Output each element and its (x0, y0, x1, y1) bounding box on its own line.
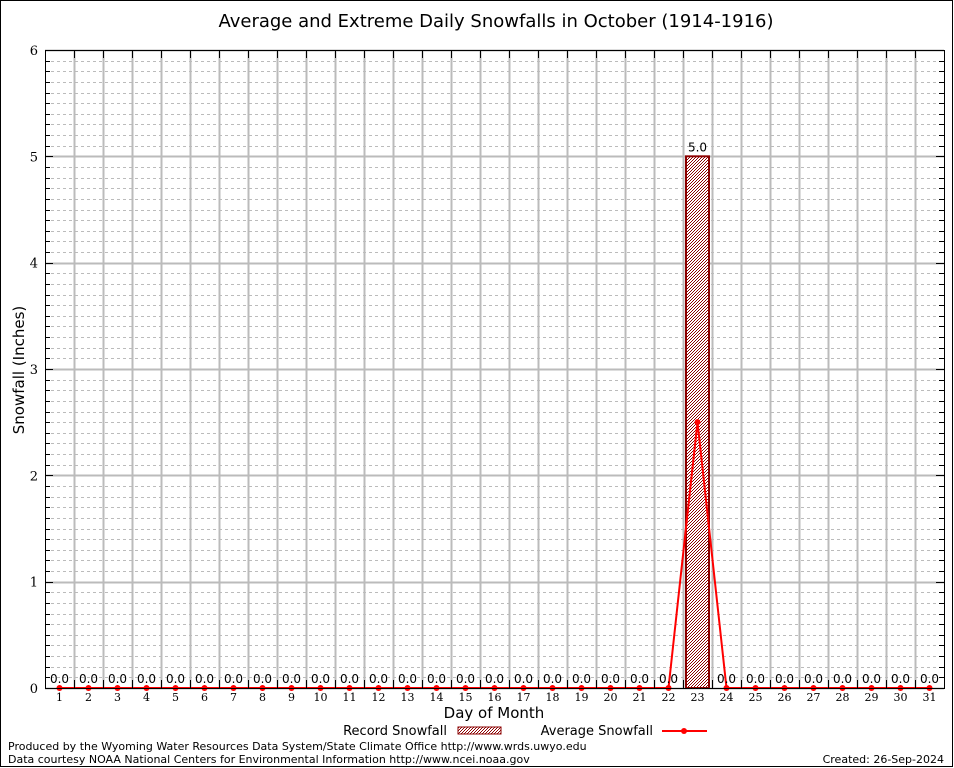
y-axis-label: Snowfall (Inches) (10, 306, 28, 434)
x-tick-label: 7 (230, 691, 237, 704)
data-label: 0.0 (920, 672, 939, 686)
data-label: 0.0 (485, 672, 504, 686)
legend-marker-average (681, 728, 687, 734)
x-tick-label: 4 (143, 691, 150, 704)
data-label: 0.0 (833, 672, 852, 686)
x-tick-label: 12 (372, 691, 386, 704)
data-label: 0.0 (514, 672, 533, 686)
x-tick-label: 19 (575, 691, 589, 704)
data-label: 0.0 (891, 672, 910, 686)
average-point (694, 419, 701, 426)
x-tick-label: 6 (201, 691, 208, 704)
x-tick-label: 1 (56, 691, 63, 704)
data-label: 0.0 (630, 672, 649, 686)
data-label: 0.0 (659, 672, 678, 686)
data-label: 0.0 (137, 672, 156, 686)
data-label: 0.0 (804, 672, 823, 686)
x-tick-label: 25 (749, 691, 763, 704)
y-tick-label: 2 (30, 469, 38, 484)
legend: Record Snowfall Average Snowfall (343, 724, 707, 739)
x-tick-label: 18 (546, 691, 560, 704)
data-label: 0.0 (601, 672, 620, 686)
data-label: 0.0 (253, 672, 272, 686)
x-tick-label: 31 (923, 691, 937, 704)
data-label: 0.0 (427, 672, 446, 686)
data-label: 0.0 (369, 672, 388, 686)
x-tick-label: 24 (720, 691, 734, 704)
data-label: 0.0 (717, 672, 736, 686)
data-label: 0.0 (775, 672, 794, 686)
data-label: 0.0 (311, 672, 330, 686)
y-tick-label: 1 (30, 576, 38, 591)
data-label: 0.0 (398, 672, 417, 686)
x-tick-label: 22 (662, 691, 676, 704)
data-label: 0.0 (79, 672, 98, 686)
data-label: 0.0 (862, 672, 881, 686)
x-tick-label: 23 (691, 691, 705, 704)
data-label: 0.0 (572, 672, 591, 686)
data-label: 0.0 (340, 672, 359, 686)
x-tick-label: 27 (807, 691, 821, 704)
x-tick-label: 21 (633, 691, 647, 704)
credit-producer: Produced by the Wyoming Water Resources … (8, 740, 587, 753)
x-tick-label: 29 (865, 691, 879, 704)
data-label: 0.0 (195, 672, 214, 686)
data-label: 0.0 (50, 672, 69, 686)
x-tick-label: 26 (778, 691, 792, 704)
x-tick-label: 20 (604, 691, 618, 704)
data-label: 0.0 (543, 672, 562, 686)
created-date: Created: 26-Sep-2024 (823, 753, 944, 766)
data-label: 0.0 (108, 672, 127, 686)
x-tick-label: 9 (288, 691, 295, 704)
x-axis-label: Day of Month (444, 704, 545, 722)
legend-label-record: Record Snowfall (343, 724, 447, 739)
y-tick-label: 3 (30, 363, 38, 378)
credit-data-source: Data courtesy NOAA National Centers for … (8, 753, 530, 766)
y-tick-label: 0 (30, 682, 38, 697)
x-tick-label: 3 (114, 691, 121, 704)
x-tick-label: 14 (430, 691, 444, 704)
data-label: 0.0 (166, 672, 185, 686)
y-tick-label: 4 (30, 257, 38, 272)
data-label: 0.0 (282, 672, 301, 686)
plot-frame (45, 50, 945, 689)
x-tick-label: 16 (488, 691, 502, 704)
x-tick-label: 13 (401, 691, 415, 704)
x-tick-label: 11 (343, 691, 357, 704)
data-label: 0.0 (224, 672, 243, 686)
x-tick-label: 17 (517, 691, 531, 704)
legend-label-average: Average Snowfall (541, 724, 653, 739)
data-label: 0.0 (456, 672, 475, 686)
y-tick-label: 5 (30, 150, 38, 165)
data-label: 0.0 (746, 672, 765, 686)
x-tick-label: 5 (172, 691, 179, 704)
x-tick-label: 28 (836, 691, 850, 704)
x-tick-label: 10 (314, 691, 328, 704)
x-tick-label: 30 (894, 691, 908, 704)
y-tick-label: 6 (30, 44, 38, 59)
x-tick-label: 15 (459, 691, 473, 704)
x-tick-label: 8 (259, 691, 266, 704)
x-tick-label: 2 (85, 691, 92, 704)
data-label: 5.0 (688, 140, 707, 154)
legend-swatch-record (457, 726, 502, 735)
chart-title: Average and Extreme Daily Snowfalls in O… (218, 11, 773, 32)
